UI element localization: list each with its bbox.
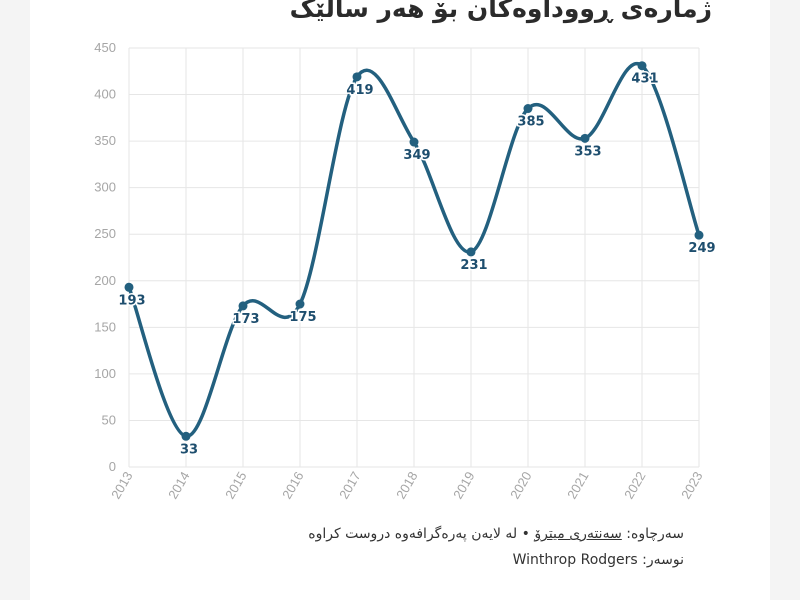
y-tick-label: 450 — [94, 40, 116, 55]
x-tick-label: 2017 — [336, 469, 363, 502]
data-label: 385 — [517, 115, 544, 130]
x-tick-label: 2018 — [393, 469, 420, 502]
data-label: 231 — [460, 258, 487, 273]
data-point — [124, 282, 134, 292]
y-tick-label: 250 — [94, 226, 116, 241]
y-tick-label: 200 — [94, 273, 116, 288]
x-tick-label: 2016 — [279, 469, 306, 502]
data-label: 175 — [289, 310, 316, 325]
chart-card: 0 50 100 150 200 250 300 350 400 450 2013 2014 2015 2… — [30, 0, 770, 600]
data-point — [352, 72, 362, 82]
source-line: سەرچاوە: سەنتەری میترۆ • لە لایەن پەرەگر… — [308, 526, 684, 542]
data-point — [238, 301, 248, 311]
source-link[interactable]: سەنتەری میترۆ — [534, 526, 622, 542]
chart-title: ژمارەی ڕووداوەکان بۆ هەر ساڵێک — [289, 0, 712, 23]
data-label: 419 — [346, 83, 373, 98]
data-label: 33 — [180, 442, 198, 457]
x-tick-label: 2015 — [222, 469, 249, 502]
data-point — [466, 247, 476, 257]
data-point — [637, 61, 647, 71]
x-tick-label: 2022 — [621, 469, 648, 502]
y-tick-label: 50 — [102, 412, 116, 427]
x-tick-label: 2014 — [165, 469, 192, 502]
data-point — [295, 299, 305, 309]
data-point — [694, 230, 704, 240]
series-line — [127, 61, 701, 439]
data-label: 431 — [631, 72, 658, 87]
y-tick-label: 0 — [109, 459, 116, 474]
source-credit: • لە لایەن پەرەگرافەوە دروست کراوە — [308, 526, 530, 542]
source-label: سەرچاوە: — [626, 526, 684, 542]
y-tick-label: 350 — [94, 133, 116, 148]
data-label: 193 — [118, 293, 145, 308]
data-label: 349 — [403, 148, 430, 163]
data-point — [409, 137, 419, 147]
x-tick-label: 2019 — [450, 469, 477, 502]
data-label: 173 — [232, 312, 259, 327]
author-name: Winthrop Rodgers — [512, 552, 638, 568]
y-tick-label: 150 — [94, 319, 116, 334]
y-tick-label: 400 — [94, 87, 116, 102]
author-line: نوسەر: Winthrop Rodgers — [513, 552, 684, 568]
data-point — [523, 104, 533, 114]
x-tick-label: 2021 — [564, 469, 591, 502]
author-label: نوسەر: — [642, 552, 684, 568]
x-tick-label: 2023 — [678, 469, 705, 502]
y-tick-label: 100 — [94, 366, 116, 381]
data-point — [181, 431, 191, 441]
data-label: 249 — [688, 241, 715, 256]
y-tick-label: 300 — [94, 180, 116, 195]
data-label: 353 — [574, 144, 601, 159]
data-point — [580, 133, 590, 143]
x-tick-label: 2020 — [507, 469, 534, 502]
